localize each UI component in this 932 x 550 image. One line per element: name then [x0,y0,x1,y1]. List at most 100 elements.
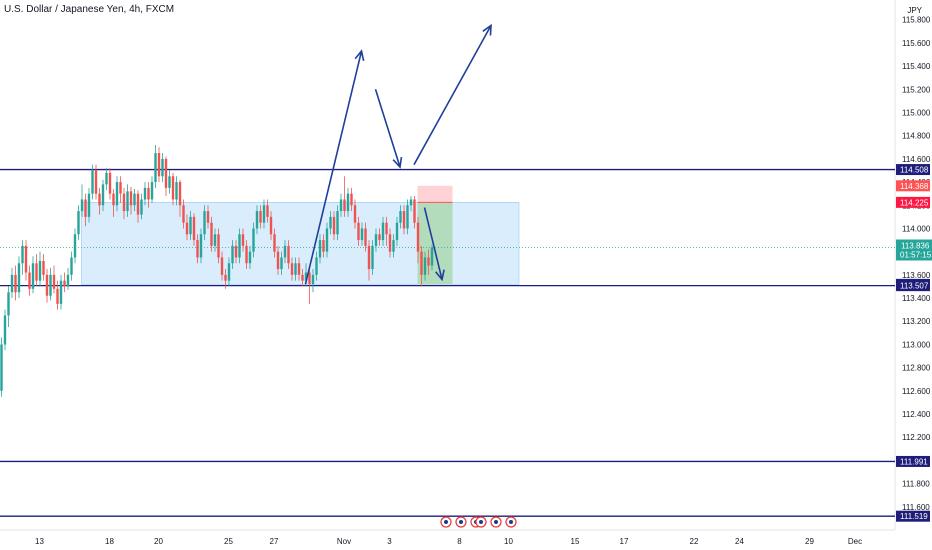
candle-body [196,240,199,258]
candle-body [182,205,185,223]
candle-body [297,263,301,275]
candle-body [283,245,287,258]
forecast-arrowhead [435,269,445,282]
candle-body [38,260,42,281]
x-tick-label: 10 [504,537,513,546]
candle-body [322,240,325,252]
candle-body [17,263,21,293]
candle-body [399,211,402,223]
candle-body [59,280,63,304]
candle-body [395,222,399,241]
candle-body [129,191,133,206]
y-tick-label: 113.000 [902,340,931,349]
range-box [81,202,520,285]
x-tick-label: Nov [337,537,351,546]
candle-body [28,272,31,289]
x-tick-label: Dec [848,537,862,546]
candle-body [318,240,322,258]
x-tick-label: 17 [620,537,629,546]
y-tick-label: 115.000 [902,108,931,117]
candle-body [52,274,56,289]
candle-body [287,245,290,264]
forecast-arrow [304,50,363,285]
candle-body [388,234,392,252]
candle-body [252,228,255,252]
candle-body [262,205,266,223]
economic-event-icon [455,516,467,528]
price-badge-label: 114.225 [900,198,929,207]
y-tick-label: 112.800 [902,364,931,373]
candle-body [31,263,35,289]
candle-body [241,234,245,246]
candle-body [66,274,70,287]
candle-body [367,245,371,270]
candle-body [245,245,248,264]
candle-body [56,288,59,304]
x-tick-label: 13 [35,537,44,546]
candle-body [7,292,10,316]
candle-body [409,199,413,206]
candle-body [416,222,420,252]
candle-body [210,222,213,246]
candle-body [427,257,430,266]
candle-body [73,234,77,258]
y-tick-label: 114.600 [902,155,931,164]
candle-body [248,251,252,264]
y-tick-label: 112.200 [902,433,931,442]
current-price-label: 113.836 [901,241,930,250]
candle-body [402,211,406,229]
price-badge [896,196,930,208]
candle-body [311,274,315,285]
candle-body [353,205,357,223]
candle-body [143,187,147,200]
price-badge-label: 114.368 [900,182,929,191]
candle-body [308,272,311,285]
stop-loss-zone [417,185,453,203]
candle-body [147,187,150,200]
y-tick-label: 115.600 [902,39,931,48]
candle-body [378,234,381,241]
price-badge-label: 113.507 [900,282,929,291]
candle-body [304,272,308,281]
candle-body [157,153,161,177]
candle-body [231,245,234,264]
candle-body [280,257,283,270]
candle-body [357,222,360,241]
candle-body [301,274,304,281]
forecast-arrow [413,25,492,166]
candle-body [329,216,332,229]
candle-body [161,158,164,177]
candle-body [420,251,423,275]
candle-body [276,251,280,270]
y-tick-label: 113.200 [902,317,931,326]
candle-body [381,222,385,241]
candle-body [332,216,336,235]
candle-body [206,211,210,223]
y-tick-label: 115.400 [902,62,931,71]
candle-body [315,257,318,275]
candle-body [175,182,178,200]
candle-body [220,257,224,275]
event-flag-dot [444,520,448,524]
candle-body [406,205,409,229]
forecast-arrow [423,207,443,280]
price-badge-label: 114.508 [900,166,929,175]
y-tick-label: 112.600 [902,387,931,396]
forecast-arrow [374,89,401,168]
candle-body [94,170,98,194]
candle-body [126,191,129,212]
currency-label: JPY [907,6,922,15]
candle-body [154,153,157,183]
candle-body [136,193,140,215]
y-tick-label: 114.800 [902,132,931,141]
candle-body [290,263,294,275]
candle-body [119,182,122,194]
candle-body [213,234,217,246]
candle-body [413,199,416,223]
candle-body [21,245,24,264]
candle-body [45,274,49,296]
candle-body [101,184,105,206]
price-badge [896,164,930,176]
candle-body [259,211,262,223]
